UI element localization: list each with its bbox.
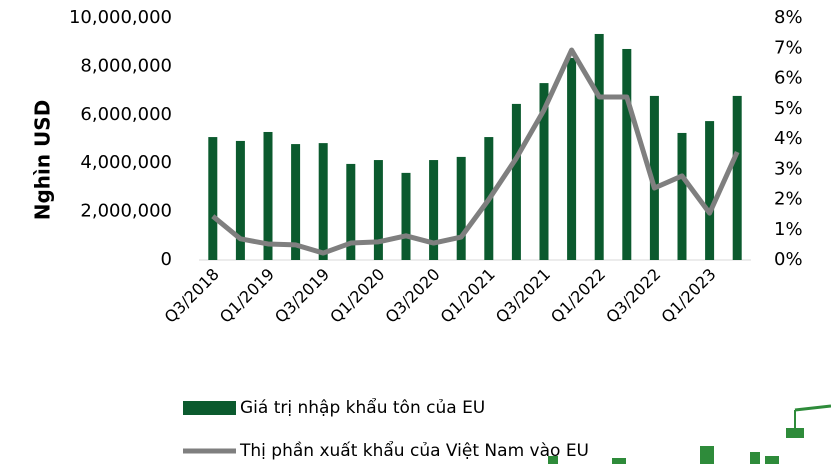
x-tick-label: Q3/2020 (381, 265, 443, 327)
x-tick-label: Q3/2022 (602, 265, 664, 327)
bar (319, 143, 328, 260)
x-tick-label: Q3/2021 (492, 265, 554, 327)
bar (208, 137, 217, 260)
bar (374, 160, 383, 260)
legend-swatch (183, 401, 236, 415)
y-tick-label: 6,000,000 (80, 104, 172, 125)
y-axis-label: Nghìn USD (31, 100, 55, 221)
x-tick-label: Q1/2023 (657, 265, 719, 327)
y-tick-label: 0 (161, 249, 172, 270)
y2-tick-label: 8% (774, 7, 803, 28)
decoration (548, 406, 831, 464)
bar (512, 104, 521, 260)
bar (236, 141, 245, 260)
y-tick-label: 4,000,000 (80, 152, 172, 173)
legend-label: Thị phần xuất khẩu của Việt Nam vào EU (239, 440, 589, 461)
y-tick-label: 8,000,000 (80, 55, 172, 76)
bar (733, 96, 742, 260)
y2-tick-label: 3% (774, 158, 803, 179)
y2-tick-label: 2% (774, 189, 803, 210)
chart: Nghìn USD 0 2,000,000 4,000,000 6,000,000 8,… (0, 0, 831, 464)
bar (264, 132, 273, 260)
bar (705, 121, 714, 260)
y-tick-label: 2,000,000 (80, 201, 172, 222)
bar (622, 49, 631, 260)
bar (457, 157, 466, 260)
bar (678, 133, 687, 260)
y-tick-label: 10,000,000 (69, 7, 172, 28)
y2-tick-label: 6% (774, 68, 803, 89)
x-tick-label: Q1/2020 (326, 265, 388, 327)
y2-tick-label: 5% (774, 98, 803, 119)
x-tick-label: Q1/2022 (547, 265, 609, 327)
legend-label: Giá trị nhập khẩu tôn của EU (240, 397, 485, 418)
y2-tick-label: 0% (774, 249, 803, 270)
y2-tick-label: 4% (774, 128, 803, 149)
x-tick-label: Q1/2019 (216, 265, 278, 327)
x-tick-label: Q3/2019 (271, 265, 333, 327)
y2-tick-label: 1% (774, 219, 803, 240)
x-tick-label: Q1/2021 (437, 265, 499, 327)
x-tick-label: Q3/2018 (161, 265, 223, 327)
bar (402, 173, 411, 260)
y2-tick-label: 7% (774, 37, 803, 58)
bar (595, 34, 604, 260)
bar (567, 58, 576, 260)
